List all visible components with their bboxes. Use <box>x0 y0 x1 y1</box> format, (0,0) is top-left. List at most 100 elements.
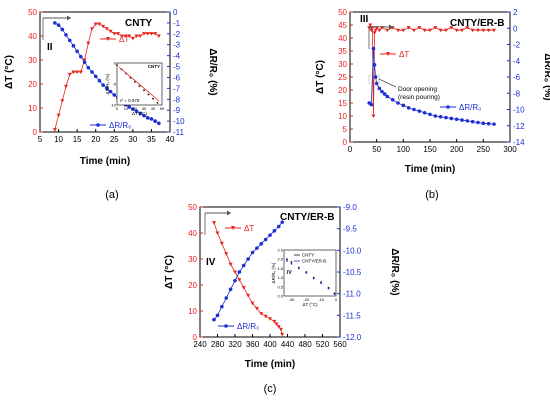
y-right-tick-label: -7 <box>173 84 181 93</box>
inset-x-tick-label: 10 <box>124 106 129 111</box>
series-delta-r-point <box>382 92 387 96</box>
y-right-tick-label: -8 <box>173 95 181 104</box>
series-delta-t-point <box>433 26 438 30</box>
series-delta-t-point <box>396 28 400 33</box>
series-delta-r-point <box>374 81 379 86</box>
series-delta-t-point <box>123 34 128 38</box>
y-right-tick-label: -9 <box>173 106 181 115</box>
y-tick-label: 0 <box>193 333 198 342</box>
series-delta-r-point <box>53 21 57 25</box>
inset-point <box>286 260 288 262</box>
series-delta-r-point <box>438 115 443 119</box>
series-delta-t-point <box>259 312 264 316</box>
inset-y-tick-label: -10 <box>110 103 117 108</box>
y-tick-label: 15 <box>338 99 347 108</box>
series-delta-r-point <box>241 263 246 268</box>
y-right-tick-label: -2 <box>513 41 521 50</box>
x-tick-label: 30 <box>128 135 137 144</box>
inset-frame <box>283 249 337 297</box>
inset-point <box>312 277 315 280</box>
series-delta-t-point <box>481 28 486 33</box>
x-tick-label: 440 <box>281 340 295 349</box>
series-delta-t-point <box>470 28 475 33</box>
inset-point <box>152 97 154 100</box>
x-axis-label: Time (min) <box>80 156 130 167</box>
series-delta-t-point <box>449 26 454 30</box>
inset-point <box>327 287 330 290</box>
series-delta-t-point <box>276 325 281 329</box>
x-tick-label: 240 <box>193 340 207 349</box>
series-delta-r-point <box>64 33 68 37</box>
series-delta-r-point <box>276 224 281 229</box>
x-tick-label: 10 <box>54 135 63 144</box>
series-delta-t-point <box>130 36 135 41</box>
y-right-tick-label: -4 <box>173 52 181 61</box>
series-delta-r-point <box>157 121 161 126</box>
series-delta-t-point <box>406 26 411 30</box>
series-delta-r-point <box>131 107 135 111</box>
inset-y-tick-label: 2.0 <box>277 257 283 262</box>
y-right-tick-label: 0 <box>173 8 178 17</box>
y-right-tick-label: -11.5 <box>343 311 361 320</box>
x-tick-label: 400 <box>263 340 277 349</box>
series-delta-t-point <box>460 28 464 33</box>
series-delta-r-point <box>142 113 146 118</box>
phase-arrow-head <box>389 24 393 30</box>
phase-label: IV <box>206 257 216 268</box>
phase-label: III <box>360 14 369 25</box>
series-delta-r-point <box>380 89 384 94</box>
series-delta-r-point <box>90 70 94 74</box>
series-delta-r-point <box>486 121 491 126</box>
x-axis-label: Time (min) <box>405 164 455 175</box>
inset-point <box>116 64 118 66</box>
y-axis-left-label: ΔT (°C) <box>315 60 326 94</box>
series-delta-r-point <box>112 93 117 97</box>
y-right-tick-label: -12.0 <box>343 333 362 342</box>
series-delta-r-point <box>153 119 157 123</box>
inset-point <box>147 93 150 96</box>
chart-title: CNTY <box>125 18 153 29</box>
series-delta-r-point <box>268 233 272 237</box>
series-delta-t-point <box>278 327 283 332</box>
y-right-tick-label: -11 <box>173 128 185 137</box>
y-tick-label: 40 <box>28 32 37 41</box>
series-delta-t-point <box>104 27 109 31</box>
series-delta-t-point <box>134 34 139 38</box>
inset-annotation: r² = 0.978 <box>120 98 140 103</box>
panel-label: (c) <box>264 383 277 395</box>
series-delta-t-point <box>372 31 377 35</box>
series-delta-r-point <box>444 115 448 120</box>
series-delta-r-point <box>145 116 150 120</box>
y-tick-label: 35 <box>338 47 347 56</box>
series-delta-t-point <box>212 221 216 225</box>
series-delta-r-point <box>422 110 427 115</box>
series-delta-t-point <box>101 24 106 29</box>
series-delta-r-point <box>105 86 109 91</box>
series-delta-r-point <box>215 313 220 318</box>
y-axis-right-label: ΔR/R₀ (%) <box>542 53 550 100</box>
y-right-tick-label: -12 <box>513 122 525 131</box>
series-delta-t-point <box>268 317 272 321</box>
delta-t-legend-marker <box>231 226 235 230</box>
series-delta-r-point <box>369 102 374 107</box>
delta-r-legend-label: ΔR/R₀ <box>237 322 259 331</box>
series-delta-r-point <box>492 122 496 126</box>
inset-point <box>143 89 145 92</box>
series-delta-r-point <box>212 317 216 322</box>
inset-x-tick-label: 40 <box>151 106 156 111</box>
series-delta-t-point <box>250 301 255 306</box>
series-delta-t-point <box>492 28 496 33</box>
inset-point <box>320 282 323 285</box>
series-delta-t-point <box>52 128 57 132</box>
series-delta-r-point <box>417 109 422 113</box>
y-right-tick-label: -11.0 <box>343 290 361 299</box>
series-delta-r-point <box>224 296 229 300</box>
series-delta-t-point <box>56 113 61 118</box>
x-axis-label: Time (min) <box>245 359 295 370</box>
delta-r-legend-marker <box>96 123 100 127</box>
series-delta-r-point <box>259 242 264 246</box>
y-axis-right-label: ΔR/R₀ (%) <box>207 48 218 95</box>
y-right-tick-label: -14 <box>513 138 525 147</box>
delta-r-legend-marker <box>224 324 228 328</box>
inset-phase-label: IV <box>287 270 292 276</box>
